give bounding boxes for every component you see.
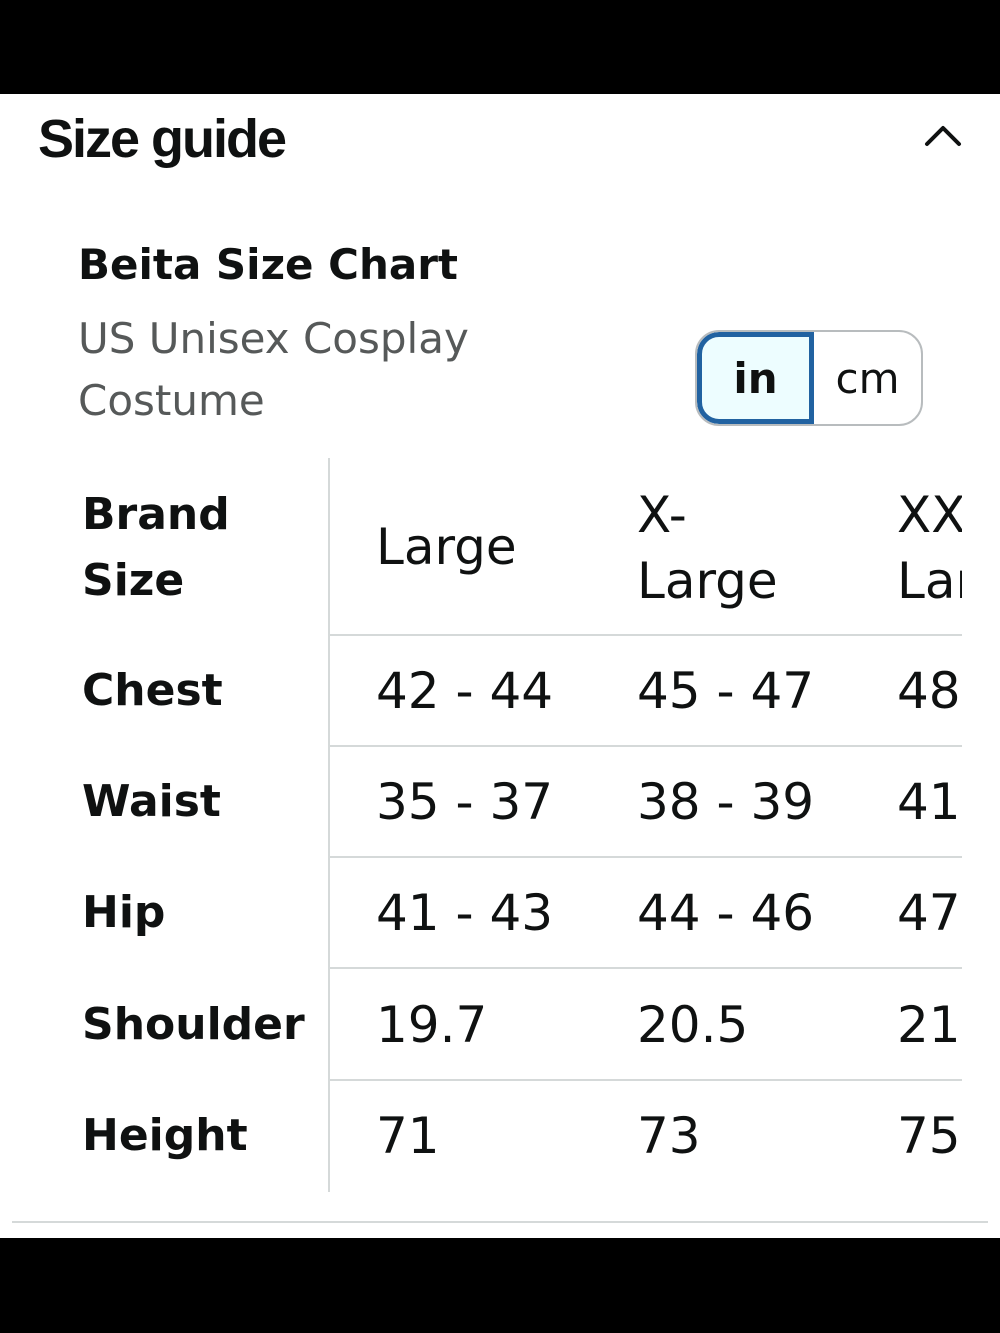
row-label-waist: Waist (82, 776, 221, 827)
unit-option-cm[interactable]: cm (835, 353, 900, 403)
table-cell: 38 - 39 (637, 773, 815, 831)
chevron-up-icon (925, 126, 961, 146)
row-divider (330, 634, 962, 636)
table-cell: 19.7 (376, 996, 488, 1054)
table-cell: 41 - 43 (376, 884, 554, 942)
size-guide-heading: Size guide (38, 109, 287, 169)
table-cell: 48 (897, 662, 961, 720)
unit-toggle: in cm (695, 330, 923, 426)
chart-subtitle: US Unisex Cosplay Costume (78, 314, 469, 425)
table-divider (328, 458, 330, 1192)
unit-option-in[interactable]: in (697, 332, 814, 424)
row-divider (330, 967, 962, 969)
table-cell: 41 (897, 773, 961, 831)
table-cell: 42 - 44 (376, 662, 554, 720)
table-cell: 35 - 37 (376, 773, 554, 831)
header-label: Brand Size (82, 489, 230, 606)
row-label-chest: Chest (82, 665, 223, 716)
table-cell: 45 - 47 (637, 662, 815, 720)
row-label-height: Height (82, 1110, 248, 1161)
table-cell: 47 (897, 884, 961, 942)
row-divider (330, 745, 962, 747)
row-divider (330, 1079, 962, 1081)
table-cell: 20.5 (637, 996, 749, 1054)
table-cell: 73 (637, 1107, 701, 1165)
row-label-shoulder: Shoulder (82, 999, 305, 1050)
table-cell: 75 (897, 1107, 961, 1165)
column-header: X- Large (637, 486, 778, 610)
section-divider (12, 1221, 988, 1223)
collapse-button[interactable] (918, 110, 968, 160)
chart-title: Beita Size Chart (78, 240, 458, 289)
row-divider (330, 856, 962, 858)
table-cell: 21 (897, 996, 961, 1054)
column-header: XX Lar (897, 486, 962, 610)
size-table: Brand Size Large X- Large XX Lar Chest 4… (0, 458, 962, 1192)
row-label-hip: Hip (82, 887, 166, 938)
table-cell: 44 - 46 (637, 884, 815, 942)
column-header: Large (376, 518, 517, 576)
table-cell: 71 (376, 1107, 440, 1165)
size-guide-panel (0, 94, 1000, 1238)
